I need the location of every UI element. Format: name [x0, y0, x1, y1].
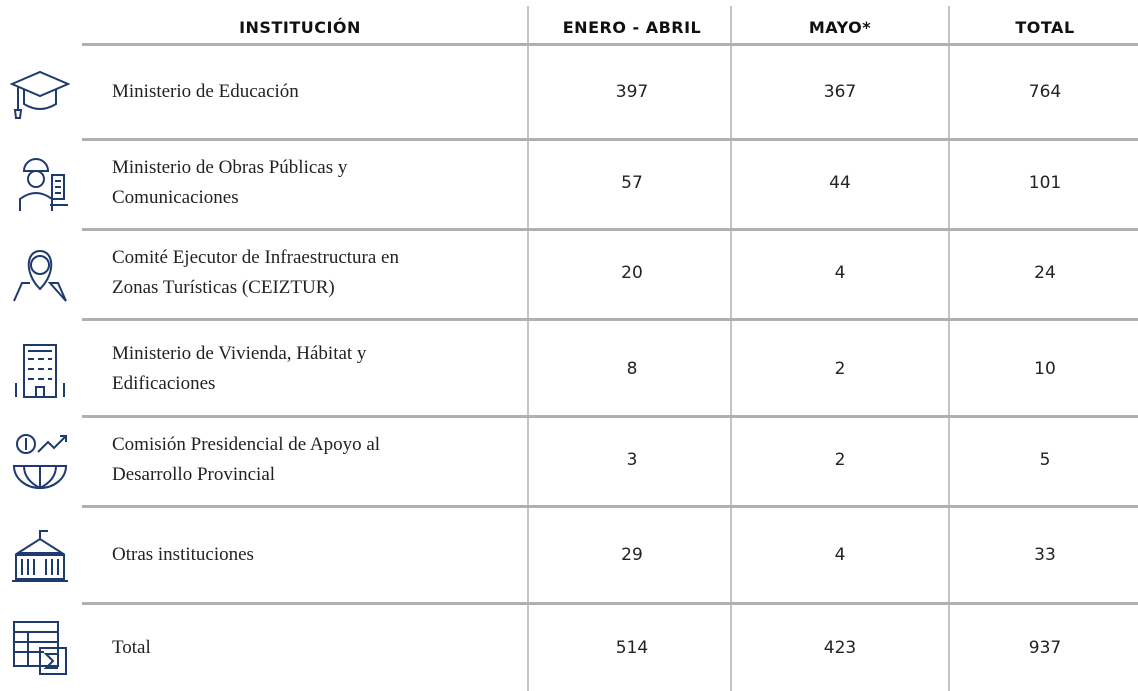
row-divider — [82, 138, 1138, 141]
cell-value: 10 — [1034, 359, 1056, 379]
cell-value: 4 — [834, 263, 846, 283]
cell-value: 2 — [834, 359, 846, 379]
institution-name: Total — [112, 633, 151, 663]
cell-value: 8 — [626, 359, 638, 379]
column-header: TOTAL — [1015, 18, 1075, 37]
column-divider — [948, 6, 950, 691]
name-line: Edificaciones — [112, 373, 216, 394]
name-line: Ministerio de Obras Públicas y — [112, 157, 348, 178]
cell-value: 44 — [829, 173, 851, 193]
cell-value: 29 — [621, 545, 643, 565]
name-line: Ministerio de Vivienda, Hábitat y — [112, 343, 367, 364]
name-line: Total — [112, 637, 151, 658]
cell-value: 423 — [823, 638, 857, 658]
cell-value: 3 — [626, 450, 638, 470]
name-line: Comunicaciones — [112, 187, 239, 208]
name-line: Ministerio de Educación — [112, 81, 299, 102]
row-divider — [82, 228, 1138, 231]
row-divider — [82, 602, 1138, 605]
column-header: MAYO* — [808, 18, 872, 37]
institution-name: Otras instituciones — [112, 540, 254, 570]
row-divider — [82, 318, 1138, 321]
name-line: Comité Ejecutor de Infraestructura en — [112, 247, 399, 268]
engineer-icon — [19, 158, 68, 211]
cell-value: 2 — [834, 450, 846, 470]
cell-value: 101 — [1028, 173, 1062, 193]
column-header: ENERO - ABRIL — [562, 18, 702, 37]
institution-name: Ministerio de Educación — [112, 77, 299, 107]
institution-name: Ministerio de Vivienda, Hábitat y Edifica… — [112, 339, 366, 399]
cell-value: 5 — [1039, 450, 1051, 470]
name-line: Desarrollo Provincial — [112, 464, 276, 485]
column-header: INSTITUCIÓN — [239, 18, 361, 37]
housing-icon — [15, 344, 65, 398]
cell-value: 367 — [823, 82, 857, 102]
cell-value: 397 — [615, 82, 649, 102]
tourism-icon — [13, 249, 67, 302]
building-icon — [12, 530, 68, 582]
column-divider — [527, 6, 529, 691]
name-line: Zonas Turísticas (CEIZTUR) — [112, 277, 335, 298]
cell-value: 4 — [834, 545, 846, 565]
row-divider — [82, 415, 1138, 418]
row-divider — [82, 505, 1138, 508]
cell-value: 764 — [1028, 82, 1062, 102]
cell-value: 57 — [621, 173, 643, 193]
cell-value: 33 — [1034, 545, 1056, 565]
development-icon — [12, 434, 68, 489]
name-line: Otras instituciones — [112, 544, 254, 565]
name-line: Comisión Presidencial de Apoyo al — [112, 434, 381, 455]
cell-value: 514 — [615, 638, 649, 658]
total-icon — [13, 621, 67, 675]
cell-value: 24 — [1034, 263, 1056, 283]
column-divider — [730, 6, 732, 691]
cell-value: 937 — [1028, 638, 1062, 658]
institution-name: Comité Ejecutor de Infraestructura en Zon… — [112, 243, 399, 303]
institution-name: Comisión Presidencial de Apoyo al Desarro… — [112, 430, 380, 490]
cell-value: 20 — [621, 263, 643, 283]
education-icon — [10, 70, 70, 119]
institution-name: Ministerio de Obras Públicas y Comunicaci… — [112, 153, 347, 213]
row-divider — [82, 43, 1138, 46]
